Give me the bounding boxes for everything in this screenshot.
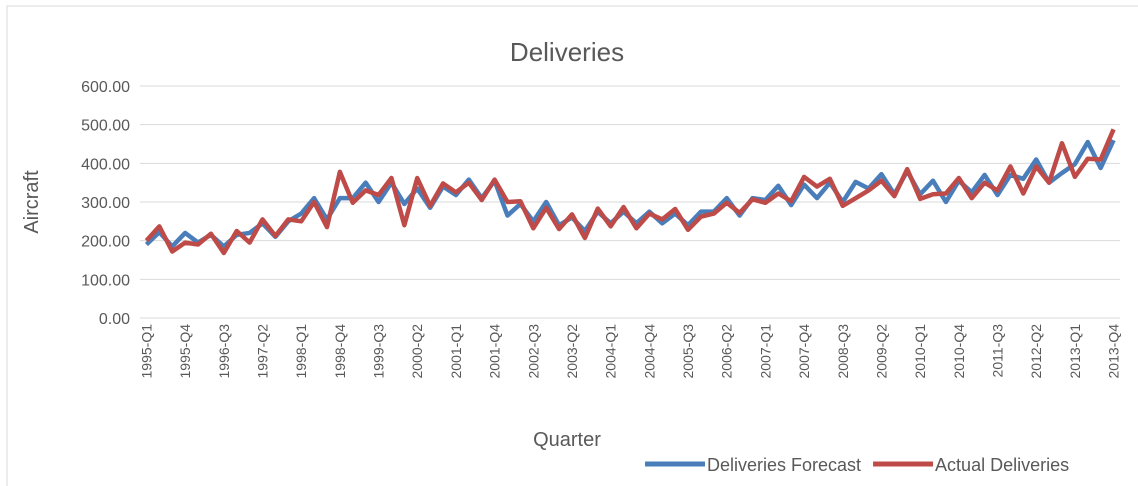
x-tick-label: 2008-Q3 [835, 324, 851, 379]
x-tick-label: 2003-Q2 [564, 324, 580, 379]
x-tick-label: 2001-Q4 [487, 324, 503, 379]
x-tick-label: 2009-Q2 [873, 324, 889, 379]
legend-label: Deliveries Forecast [707, 455, 861, 475]
x-tick-label: 2010-Q1 [912, 324, 928, 379]
x-tick-label: 1995-Q4 [177, 324, 193, 379]
x-tick-label: 1996-Q3 [216, 324, 232, 379]
x-tick-label: 2010-Q4 [951, 324, 967, 379]
y-tick-label: 0.00 [99, 311, 130, 328]
x-tick-label: 2004-Q4 [641, 324, 657, 379]
y-tick-label: 300.00 [81, 195, 130, 212]
x-tick-label: 2004-Q1 [603, 324, 619, 379]
x-tick-label: 2013-Q4 [1106, 324, 1122, 379]
x-tick-label: 2012-Q2 [1028, 324, 1044, 379]
line-series [144, 128, 1116, 256]
x-tick-label: 2006-Q2 [719, 324, 735, 379]
x-tick-label: 2007-Q1 [757, 324, 773, 379]
x-tick-label: 2007-Q4 [796, 324, 812, 379]
chart-border [6, 5, 1138, 486]
y-tick-label: 600.00 [81, 79, 130, 96]
x-tick-label: 2002-Q3 [525, 324, 541, 379]
x-tick-label: 1995-Q1 [138, 324, 154, 379]
x-tick-label: 1998-Q1 [293, 324, 309, 379]
y-tick-label: 100.00 [81, 272, 130, 289]
legend-label: Actual Deliveries [935, 455, 1069, 475]
x-tick-label: 2013-Q1 [1067, 324, 1083, 379]
y-axis-label: Aircraft [21, 170, 43, 234]
y-tick-label: 400.00 [81, 156, 130, 173]
x-axis-label: Quarter [533, 429, 601, 451]
chart-title: Deliveries [510, 37, 624, 67]
y-tick-label: 200.00 [81, 234, 130, 251]
x-tick-label: 1999-Q3 [371, 324, 387, 379]
x-tick-label: 1998-Q4 [332, 324, 348, 379]
x-tick-label: 2000-Q2 [409, 324, 425, 379]
x-tick-label: 2001-Q1 [448, 324, 464, 379]
y-tick-label: 500.00 [81, 118, 130, 135]
x-tick-label: 2005-Q3 [680, 324, 696, 379]
x-tick-label: 1997-Q2 [255, 324, 271, 379]
x-tick-label: 2011-Q3 [990, 324, 1006, 378]
